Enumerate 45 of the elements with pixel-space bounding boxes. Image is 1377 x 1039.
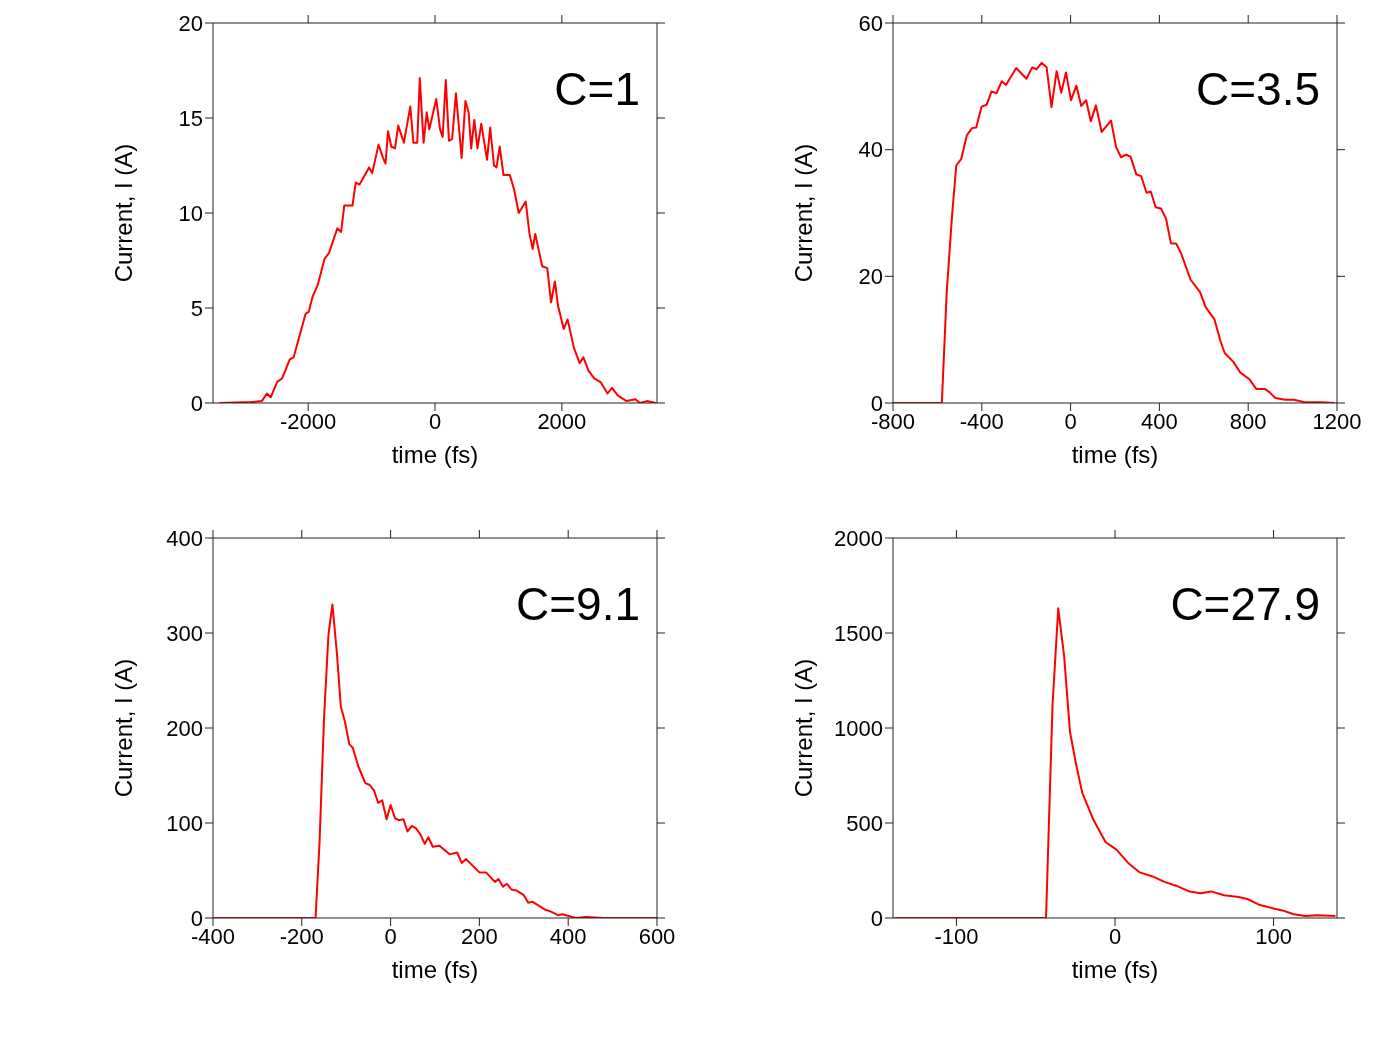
annotation: C=27.9: [1170, 577, 1320, 631]
x-tick-label: -100: [934, 923, 979, 949]
y-tick-label: 300: [166, 620, 203, 646]
y-axis-title: Current, I (A): [109, 658, 137, 798]
y-axis-title: Current, I (A): [789, 143, 817, 283]
y-tick-label: 5: [190, 295, 203, 321]
x-axis-title: time (fs): [391, 441, 479, 468]
y-tick-label: 1000: [834, 715, 883, 741]
y-tick-label: 10: [178, 200, 203, 226]
x-tick-label: 0: [428, 408, 442, 434]
x-tick-label: 600: [638, 923, 676, 949]
y-tick-label: 20: [858, 264, 883, 290]
y-tick-label: 20: [178, 10, 203, 36]
x-tick-label: 200: [461, 923, 498, 949]
x-tick-label: 0: [1064, 408, 1077, 434]
x-tick-label: 400: [1141, 408, 1178, 434]
x-tick-label: 100: [1255, 923, 1292, 949]
y-tick-label: 2000: [834, 525, 883, 551]
annotation: C=3.5: [1195, 62, 1320, 116]
x-tick-label: -400: [959, 408, 1004, 434]
y-tick-label: 15: [178, 105, 203, 131]
y-tick-label: 100: [166, 810, 203, 836]
x-axis-title: time (fs): [391, 956, 479, 983]
annotation: C=1: [554, 62, 640, 116]
y-tick-label: 200: [166, 715, 203, 741]
y-tick-label: 40: [858, 137, 883, 163]
x-axis-title: time (fs): [1071, 441, 1159, 468]
x-tick-label: 0: [384, 923, 397, 949]
x-tick-label: -2000: [280, 408, 337, 434]
y-tick-label: 400: [166, 525, 203, 551]
x-tick-label: 400: [549, 923, 587, 949]
x-tick-label: 0: [1108, 923, 1122, 949]
y-axis-title: Current, I (A): [789, 658, 817, 798]
y-axis-title: Current, I (A): [109, 143, 137, 283]
x-tick-label: -200: [279, 923, 324, 949]
x-tick-label: 2000: [537, 408, 587, 434]
x-tick-label: 800: [1229, 408, 1267, 434]
x-tick-label: 1200: [1312, 408, 1362, 434]
y-tick-label: 500: [846, 810, 883, 836]
y-tick-label: 0: [190, 390, 203, 416]
y-tick-label: 0: [870, 905, 883, 931]
annotation: C=9.1: [515, 577, 640, 631]
x-axis-title: time (fs): [1071, 956, 1159, 983]
y-tick-label: 1500: [834, 620, 883, 646]
y-tick-label: 60: [858, 10, 883, 36]
